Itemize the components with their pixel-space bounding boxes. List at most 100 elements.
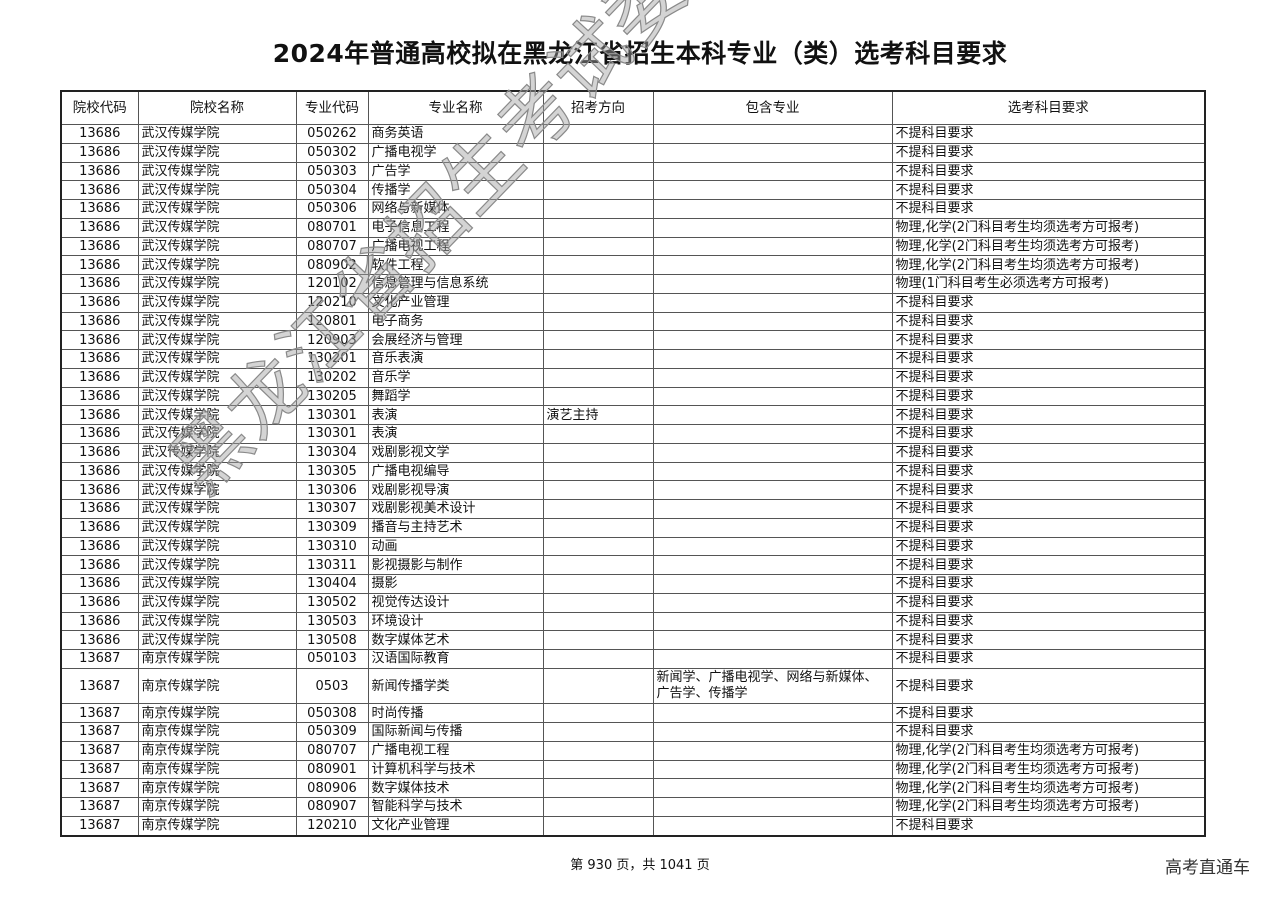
cell-school-code: 13686 bbox=[60, 574, 139, 594]
cell-included-majors bbox=[652, 330, 893, 350]
cell-school-code: 13686 bbox=[60, 367, 139, 388]
table-row: 13686 武汉传媒学院 080707 广播电视工程 物理,化学(2门科目考生均须选考方… bbox=[60, 236, 1206, 257]
cell-direction: 演艺主持 bbox=[542, 405, 654, 425]
cell-direction bbox=[542, 292, 654, 313]
cell-direction bbox=[542, 722, 654, 742]
cell-school-name: 武汉传媒学院 bbox=[137, 611, 297, 632]
header-included-majors: 包含专业 bbox=[652, 90, 893, 125]
cell-subject-requirement: 不提科目要求 bbox=[891, 703, 1206, 723]
cell-school-code: 13686 bbox=[60, 124, 139, 144]
cell-major-name: 网络与新媒体 bbox=[367, 199, 544, 219]
cell-direction bbox=[542, 667, 654, 705]
cell-school-name: 南京传媒学院 bbox=[137, 722, 297, 742]
cell-subject-requirement: 不提科目要求 bbox=[891, 199, 1206, 219]
cell-subject-requirement: 不提科目要求 bbox=[891, 180, 1206, 200]
cell-major-code: 050309 bbox=[295, 722, 369, 742]
cell-included-majors bbox=[652, 555, 893, 575]
cell-school-name: 武汉传媒学院 bbox=[137, 349, 297, 369]
cell-school-name: 武汉传媒学院 bbox=[137, 536, 297, 557]
cell-included-majors bbox=[652, 630, 893, 650]
cell-included-majors bbox=[652, 142, 893, 163]
cell-school-name: 武汉传媒学院 bbox=[137, 124, 297, 144]
cell-included-majors bbox=[652, 536, 893, 557]
cell-direction bbox=[542, 199, 654, 219]
table-row: 13687 南京传媒学院 050103 汉语国际教育 不提科目要求 bbox=[60, 649, 1206, 669]
cell-subject-requirement: 不提科目要求 bbox=[891, 611, 1206, 632]
cell-direction bbox=[542, 592, 654, 613]
table-row: 13687 南京传媒学院 050308 时尚传播 不提科目要求 bbox=[60, 703, 1206, 723]
cell-direction bbox=[542, 611, 654, 632]
cell-included-majors bbox=[652, 574, 893, 594]
cell-school-code: 13686 bbox=[60, 142, 139, 163]
cell-major-code: 050303 bbox=[295, 161, 369, 182]
cell-major-name: 动画 bbox=[367, 536, 544, 557]
table-row: 13686 武汉传媒学院 050303 广告学 不提科目要求 bbox=[60, 161, 1206, 182]
cell-school-code: 13686 bbox=[60, 330, 139, 350]
cell-subject-requirement: 不提科目要求 bbox=[891, 442, 1206, 463]
cell-direction bbox=[542, 778, 654, 798]
brand-label: 高考直通车 bbox=[1165, 858, 1250, 878]
cell-school-name: 武汉传媒学院 bbox=[137, 424, 297, 444]
cell-direction bbox=[542, 797, 654, 817]
cell-major-code: 130307 bbox=[295, 499, 369, 519]
cell-direction bbox=[542, 536, 654, 557]
table-row: 13687 南京传媒学院 080906 数字媒体技术 物理,化学(2门科目考生均须选考方… bbox=[60, 778, 1206, 798]
cell-major-code: 130201 bbox=[295, 349, 369, 369]
cell-included-majors bbox=[652, 442, 893, 463]
table-row: 13687 南京传媒学院 080707 广播电视工程 物理,化学(2门科目考生均须选考方… bbox=[60, 740, 1206, 761]
cell-included-majors bbox=[652, 424, 893, 444]
cell-school-code: 13686 bbox=[60, 611, 139, 632]
table-row: 13686 武汉传媒学院 130307 戏剧影视美术设计 不提科目要求 bbox=[60, 499, 1206, 519]
cell-school-code: 13686 bbox=[60, 517, 139, 538]
cell-school-code: 13686 bbox=[60, 386, 139, 407]
cell-major-name: 新闻传播学类 bbox=[367, 667, 544, 705]
cell-major-code: 080901 bbox=[295, 759, 369, 780]
cell-major-name: 摄影 bbox=[367, 574, 544, 594]
cell-major-name: 音乐学 bbox=[367, 367, 544, 388]
cell-major-name: 文化产业管理 bbox=[367, 815, 544, 837]
cell-school-name: 南京传媒学院 bbox=[137, 667, 297, 705]
cell-included-majors bbox=[652, 797, 893, 817]
cell-major-name: 广播电视编导 bbox=[367, 461, 544, 482]
table-header-row: 院校代码 院校名称 专业代码 专业名称 招考方向 包含专业 选考科目要求 bbox=[60, 90, 1206, 125]
cell-major-name: 电子信息工程 bbox=[367, 217, 544, 238]
cell-major-name: 国际新闻与传播 bbox=[367, 722, 544, 742]
cell-direction bbox=[542, 555, 654, 575]
cell-major-code: 120210 bbox=[295, 815, 369, 837]
cell-direction bbox=[542, 161, 654, 182]
table-row: 13686 武汉传媒学院 130201 音乐表演 不提科目要求 bbox=[60, 349, 1206, 369]
cell-major-name: 数字媒体艺术 bbox=[367, 630, 544, 650]
cell-included-majors bbox=[652, 722, 893, 742]
cell-school-name: 南京传媒学院 bbox=[137, 797, 297, 817]
cell-direction bbox=[542, 180, 654, 200]
cell-direction bbox=[542, 274, 654, 294]
cell-major-code: 0503 bbox=[295, 667, 369, 705]
cell-major-name: 信息管理与信息系统 bbox=[367, 274, 544, 294]
cell-direction bbox=[542, 255, 654, 275]
cell-major-code: 130306 bbox=[295, 480, 369, 500]
cell-subject-requirement: 不提科目要求 bbox=[891, 367, 1206, 388]
cell-school-code: 13687 bbox=[60, 740, 139, 761]
cell-school-code: 13687 bbox=[60, 778, 139, 798]
table-row: 13687 南京传媒学院 120210 文化产业管理 不提科目要求 bbox=[60, 815, 1206, 837]
cell-major-name: 广播电视学 bbox=[367, 142, 544, 163]
cell-major-code: 050306 bbox=[295, 199, 369, 219]
cell-school-code: 13687 bbox=[60, 722, 139, 742]
cell-school-code: 13687 bbox=[60, 649, 139, 669]
cell-subject-requirement: 物理,化学(2门科目考生均须选考方可报考) bbox=[891, 797, 1206, 817]
cell-school-name: 武汉传媒学院 bbox=[137, 142, 297, 163]
cell-direction bbox=[542, 142, 654, 163]
cell-direction bbox=[542, 461, 654, 482]
cell-included-majors bbox=[652, 274, 893, 294]
cell-school-name: 武汉传媒学院 bbox=[137, 480, 297, 500]
cell-major-name: 表演 bbox=[367, 405, 544, 425]
cell-major-code: 130205 bbox=[295, 386, 369, 407]
cell-school-code: 13686 bbox=[60, 217, 139, 238]
cell-school-name: 武汉传媒学院 bbox=[137, 311, 297, 332]
cell-subject-requirement: 不提科目要求 bbox=[891, 349, 1206, 369]
cell-major-code: 130202 bbox=[295, 367, 369, 388]
cell-major-name: 视觉传达设计 bbox=[367, 592, 544, 613]
cell-subject-requirement: 不提科目要求 bbox=[891, 574, 1206, 594]
cell-school-code: 13686 bbox=[60, 461, 139, 482]
cell-subject-requirement: 不提科目要求 bbox=[891, 161, 1206, 182]
